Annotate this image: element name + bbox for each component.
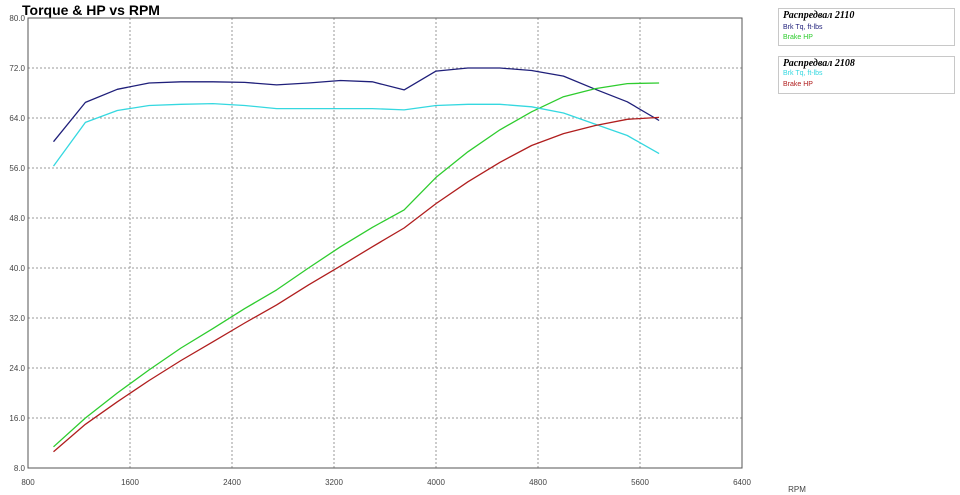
x-tick-label: 1600	[121, 478, 139, 487]
legend-entry-torque: Brk Tq, ft-lbs	[783, 70, 823, 77]
legend-2110: Распредвал 2110 Brk Tq, ft-lbs Brake HP	[778, 8, 955, 46]
legend-title: Распредвал 2110	[783, 10, 855, 21]
legend-entry-hp: Brake HP	[783, 81, 813, 88]
y-tick-label: 32.0	[9, 314, 25, 323]
series-lines	[52, 67, 660, 453]
y-tick-label: 72.0	[9, 64, 25, 73]
x-tick-label: 2400	[223, 478, 241, 487]
y-tick-label: 56.0	[9, 164, 25, 173]
plot-frame	[27, 17, 743, 469]
series-line-2	[53, 82, 660, 448]
x-tick-label: 5600	[631, 478, 649, 487]
y-tick-label: 40.0	[9, 264, 25, 273]
chart-title: Torque & HP vs RPM	[22, 2, 160, 18]
y-tick-label: 24.0	[9, 364, 25, 373]
x-tick-label: 800	[21, 478, 35, 487]
y-tick-label: 16.0	[9, 414, 25, 423]
x-tick-label: 4800	[529, 478, 547, 487]
axes	[27, 17, 743, 469]
x-tick-label: 3200	[325, 478, 343, 487]
x-axis-label: RPM	[788, 485, 806, 494]
legend-entry-torque: Brk Tq, ft-lbs	[783, 24, 823, 31]
y-tick-label: 8.0	[14, 464, 26, 473]
legend-entry-hp: Brake HP	[783, 34, 813, 41]
series-line-1	[52, 67, 660, 143]
legend-2108: Распредвал 2108 Brk Tq, ft-lbs Brake HP	[778, 56, 955, 94]
legend-title: Распредвал 2108	[783, 58, 855, 69]
y-tick-label: 48.0	[9, 214, 25, 223]
x-tick-label: 6400	[733, 478, 751, 487]
series-line-4	[53, 116, 660, 453]
y-tick-label: 80.0	[9, 14, 25, 23]
x-tick-label: 4000	[427, 478, 445, 487]
y-tick-label: 64.0	[9, 114, 25, 123]
grid	[28, 18, 742, 468]
series-line-3	[52, 102, 660, 167]
tick-labels: 800 1600 2400 3200 4000 4800 5600 6400 8.0 16.0 24…	[9, 14, 806, 494]
